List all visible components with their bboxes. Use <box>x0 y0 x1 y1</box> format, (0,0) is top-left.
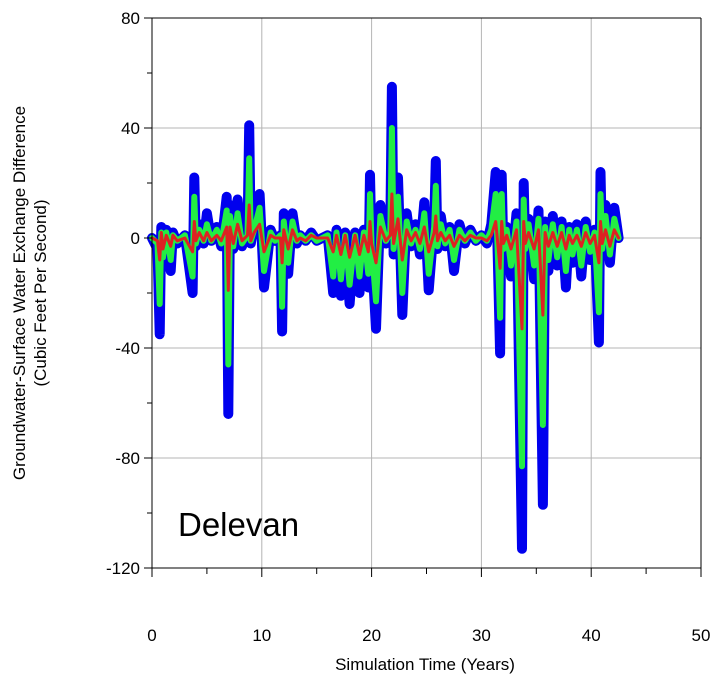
x-axis-label: Simulation Time (Years) <box>335 655 515 674</box>
y-axis-label-line-1: Groundwater-Surface Water Exchange Diffe… <box>10 106 29 480</box>
series-3-line <box>150 192 621 331</box>
x-tick-label: 0 <box>147 626 156 645</box>
plot-frame <box>151 17 702 569</box>
y-tick-label: -120 <box>106 559 140 578</box>
y-tick-label: 40 <box>121 119 140 138</box>
x-tick-label: 50 <box>692 626 711 645</box>
axis-ticks: -120 -80 -40 0 40 80 0 10 20 30 40 50 <box>106 9 710 645</box>
y-axis-label-line-2: (Cubic Feet Per Second) <box>31 199 50 386</box>
series-1-line <box>147 81 624 554</box>
y-tick-label: -40 <box>115 339 140 358</box>
site-annotation: Delevan <box>178 506 299 543</box>
y-tick-label: 80 <box>121 9 140 28</box>
series-layer <box>147 81 624 554</box>
x-tick-label: 20 <box>362 626 381 645</box>
x-tick-label: 40 <box>582 626 601 645</box>
x-tick-label: 30 <box>472 626 491 645</box>
y-tick-label: 0 <box>131 229 140 248</box>
x-tick-label: 10 <box>252 626 271 645</box>
y-tick-label: -80 <box>115 449 140 468</box>
